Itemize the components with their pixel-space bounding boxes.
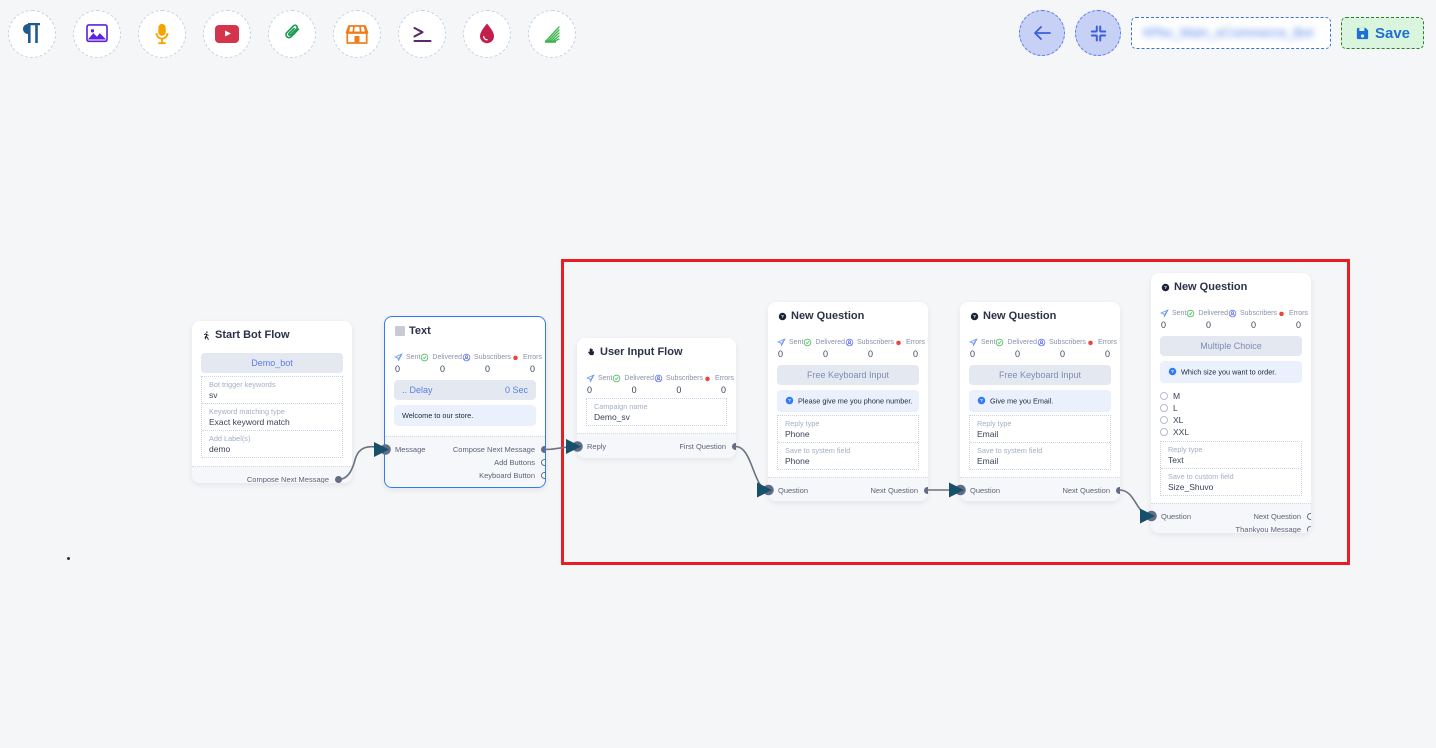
svg-text:?: ?	[788, 398, 791, 404]
svg-text:?: ?	[781, 314, 784, 320]
svg-text:?: ?	[1164, 285, 1167, 291]
svg-text:?: ?	[973, 314, 976, 320]
svg-text:?: ?	[1171, 369, 1174, 375]
svg-text:?: ?	[980, 398, 983, 404]
